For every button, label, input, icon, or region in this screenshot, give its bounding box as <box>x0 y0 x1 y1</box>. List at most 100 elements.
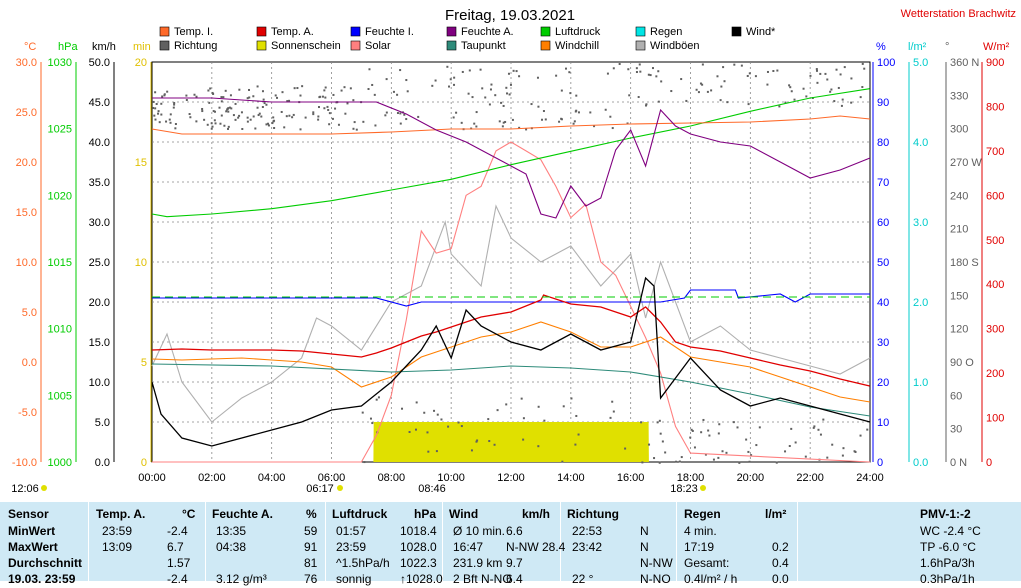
table-cell-c3: 04:38 <box>216 540 247 554</box>
direction-dot <box>324 96 327 99</box>
direction-dot <box>455 111 458 114</box>
direction-dot <box>658 461 661 464</box>
direction-dot <box>267 122 270 125</box>
direction-dot <box>809 74 812 77</box>
direction-dot <box>214 110 217 113</box>
direction-dot <box>680 456 683 459</box>
direction-dot <box>274 94 277 97</box>
direction-dot <box>160 113 163 116</box>
stats-table: Sensor Temp. A. °C Feuchte A. % Luftdruc… <box>0 502 1021 586</box>
direction-dot <box>276 96 279 99</box>
direction-dot <box>415 401 418 404</box>
tick-wm2: 900 <box>986 57 1004 69</box>
direction-dot <box>706 90 709 93</box>
direction-dot <box>188 113 191 116</box>
legend-label: Richtung <box>174 40 217 52</box>
direction-dot <box>502 104 505 107</box>
direction-dot <box>726 101 729 104</box>
direction-dot <box>804 455 807 458</box>
direction-dot <box>542 110 545 113</box>
direction-dot <box>628 94 631 97</box>
direction-dot <box>155 102 158 105</box>
direction-dot <box>766 83 769 86</box>
direction-dot <box>606 72 609 75</box>
tick-pct: 40 <box>877 297 889 309</box>
direction-dot <box>716 75 719 78</box>
direction-dot <box>719 99 722 102</box>
direction-dot <box>815 68 818 71</box>
direction-dot <box>733 63 736 66</box>
direction-dot <box>283 126 286 129</box>
series-feuchte-i- <box>152 289 870 307</box>
direction-dot <box>837 86 840 89</box>
direction-dot <box>353 121 356 124</box>
direction-dot <box>515 70 518 73</box>
table-cell-c10: N-NO <box>640 572 671 586</box>
direction-dot <box>246 97 249 100</box>
direction-dot <box>560 89 563 92</box>
direction-dot <box>670 90 673 93</box>
direction-dot <box>440 418 443 421</box>
tick-deg: 0 N <box>950 457 967 469</box>
direction-dot <box>819 72 822 75</box>
direction-dot <box>218 106 221 109</box>
tick-x: 18:00 <box>677 472 705 484</box>
direction-dot <box>866 428 869 431</box>
table-cell-c2: -2.4 <box>167 572 188 586</box>
weather-chart: Freitag, 19.03.2021 Wetterstation Brachwi… <box>11 7 1016 495</box>
tick-kmh: 45.0 <box>89 97 110 109</box>
axis-unit-wm2: W/m² <box>983 41 1010 53</box>
tick-wm2: 200 <box>986 368 1004 380</box>
direction-dot <box>817 428 820 431</box>
tick-deg: 300 <box>950 124 968 136</box>
direction-dot <box>453 83 456 86</box>
direction-dot <box>690 428 693 431</box>
legend-swatch <box>256 26 267 37</box>
table-cell-c3: 13:35 <box>216 524 247 538</box>
direction-dot <box>699 82 702 85</box>
tick-pct: 100 <box>877 57 895 69</box>
table-cell-c8: N-NW 28.4 <box>506 540 566 554</box>
table-cell-c13: 0.3hPa/1h <box>920 572 975 586</box>
legend-swatch <box>159 40 170 51</box>
direction-dot <box>748 72 751 75</box>
tick-deg: 90 O <box>950 357 974 369</box>
sun-noon-icon <box>41 485 47 491</box>
direction-dot <box>224 89 227 92</box>
tick-x: 04:00 <box>258 472 286 484</box>
direction-dot <box>470 449 473 452</box>
direction-dot <box>572 122 575 125</box>
legend-label: Solar <box>365 40 391 52</box>
table-cell-c13: WC -2.4 °C <box>920 524 981 538</box>
direction-dot <box>174 123 177 126</box>
direction-dot <box>448 85 451 88</box>
legend-swatch <box>635 40 646 51</box>
direction-dot <box>385 78 388 81</box>
direction-dot <box>304 116 307 119</box>
direction-dot <box>152 100 155 103</box>
direction-dot <box>822 418 825 421</box>
direction-dot <box>256 85 259 88</box>
tick-temp: 0.0 <box>22 357 37 369</box>
header-pressure-unit: hPa <box>414 507 437 521</box>
direction-dot <box>784 101 787 104</box>
direction-dot <box>518 75 521 78</box>
direction-dot <box>789 86 792 89</box>
direction-dot <box>293 87 296 90</box>
table-cell-c7: Ø 10 min. <box>453 524 506 538</box>
direction-dot <box>371 83 374 86</box>
direction-dot <box>718 423 721 426</box>
table-cell-c10: N <box>640 524 649 538</box>
tick-rain: 5.0 <box>913 57 928 69</box>
legend-swatch <box>159 26 170 37</box>
direction-dot <box>842 447 845 450</box>
tick-rain: 4.0 <box>913 137 928 149</box>
table-cell-c11: 17:19 <box>684 540 715 554</box>
legend-swatch <box>731 26 742 37</box>
tick-min: 0 <box>141 457 147 469</box>
tick-hpa: 1000 <box>48 457 72 469</box>
table-cell-c2: -2.4 <box>167 524 188 538</box>
direction-dot <box>337 123 340 126</box>
direction-dot <box>467 92 470 95</box>
direction-dot <box>406 90 409 93</box>
